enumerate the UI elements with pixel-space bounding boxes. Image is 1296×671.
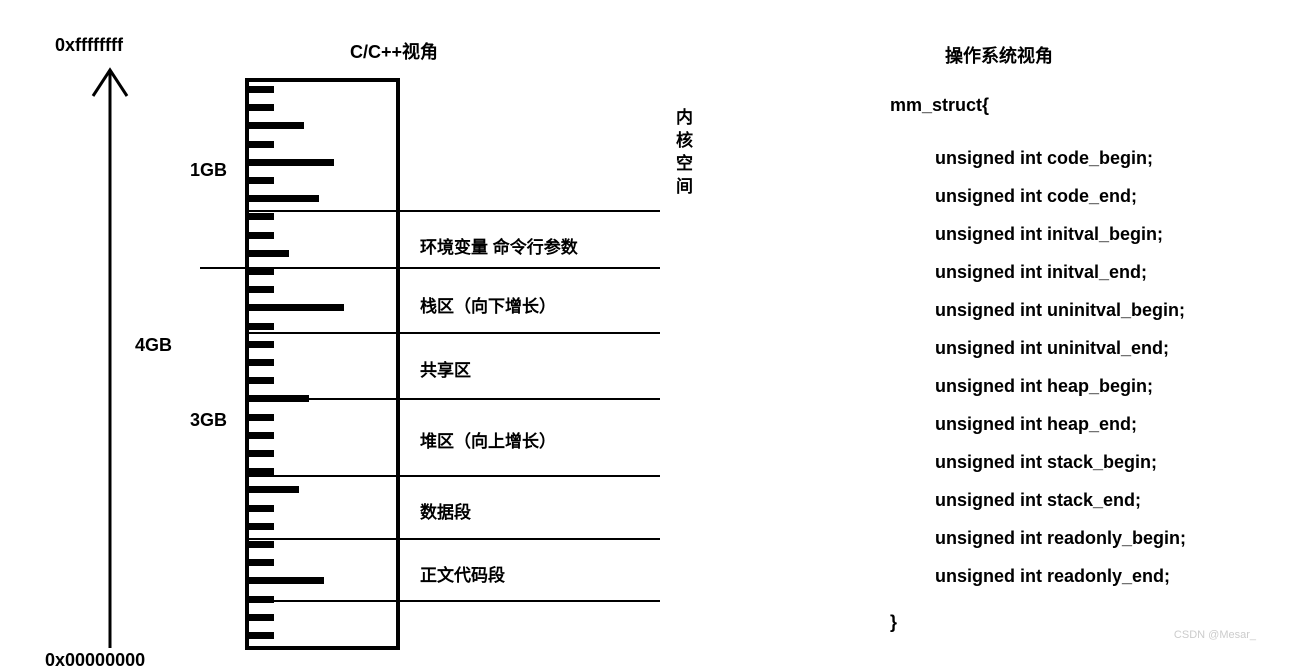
ruler-tick [249, 505, 274, 512]
label-1gb: 1GB [190, 160, 227, 181]
memory-section-label: 数据段 [420, 498, 471, 523]
memory-section-label: 正文代码段 [420, 561, 505, 586]
struct-member: unsigned int stack_end; [935, 490, 1141, 511]
memory-section-label: 共享区 [420, 356, 471, 381]
struct-member: unsigned int initval_end; [935, 262, 1147, 283]
ruler-tick [249, 323, 274, 330]
ruler-tick [249, 614, 274, 621]
watermark-text: CSDN @Mesar_ [1174, 629, 1256, 641]
memory-arrow [85, 48, 135, 653]
memory-section-label: 栈区（向下增长） [420, 292, 556, 317]
diagram-root: 0xffffffff 0x00000000 4GB 1GB 3GB C/C++视… [20, 20, 1276, 649]
ruler-tick [249, 432, 274, 439]
section-divider [200, 267, 660, 269]
label-4gb: 4GB [135, 335, 172, 356]
label-3gb: 3GB [190, 410, 227, 431]
ruler-tick [249, 122, 304, 129]
ruler-tick [249, 341, 274, 348]
section-divider [245, 475, 660, 477]
section-divider [245, 538, 660, 540]
section-divider [245, 332, 660, 334]
ruler-tick [249, 86, 274, 93]
struct-member: unsigned int heap_begin; [935, 376, 1153, 397]
ruler-tick [249, 213, 274, 220]
cpp-view-title: C/C++视角 [350, 38, 438, 64]
ruler-tick [249, 523, 274, 530]
struct-member: unsigned int uninitval_end; [935, 338, 1169, 359]
section-divider [245, 600, 660, 602]
ruler-tick [249, 559, 274, 566]
ruler-tick [249, 250, 289, 257]
ruler-tick [249, 195, 319, 202]
kernel-space-label: 内核空间 [670, 108, 695, 200]
ruler-tick [249, 304, 344, 311]
struct-member: unsigned int readonly_end; [935, 566, 1170, 587]
ruler-tick [249, 632, 274, 639]
ruler-tick [249, 268, 274, 275]
ruler-tick [249, 541, 274, 548]
ruler-tick [249, 286, 274, 293]
struct-member: unsigned int initval_begin; [935, 224, 1163, 245]
arrow-icon [85, 48, 135, 653]
ruler-tick [249, 177, 274, 184]
struct-open: mm_struct{ [890, 95, 989, 116]
ruler-tick [249, 141, 274, 148]
address-bottom: 0x00000000 [45, 650, 145, 671]
struct-member: unsigned int uninitval_begin; [935, 300, 1185, 321]
ruler-tick [249, 232, 274, 239]
ruler-tick [249, 104, 274, 111]
ruler-tick [249, 159, 334, 166]
ruler-tick [249, 486, 299, 493]
ruler-tick [249, 450, 274, 457]
section-divider [245, 398, 660, 400]
ruler-tick [249, 577, 324, 584]
ruler-tick [249, 414, 274, 421]
memory-section-label: 环境变量 命令行参数 [420, 233, 578, 258]
struct-member: unsigned int heap_end; [935, 414, 1137, 435]
struct-member: unsigned int stack_begin; [935, 452, 1157, 473]
memory-section-label: 堆区（向上增长） [420, 427, 556, 452]
struct-member: unsigned int code_begin; [935, 148, 1153, 169]
ruler-tick [249, 359, 274, 366]
section-divider [245, 210, 660, 212]
struct-member: unsigned int readonly_begin; [935, 528, 1186, 549]
struct-member: unsigned int code_end; [935, 186, 1137, 207]
struct-close: } [890, 612, 897, 633]
ruler-tick [249, 377, 274, 384]
os-view-title: 操作系统视角 [945, 42, 1053, 68]
